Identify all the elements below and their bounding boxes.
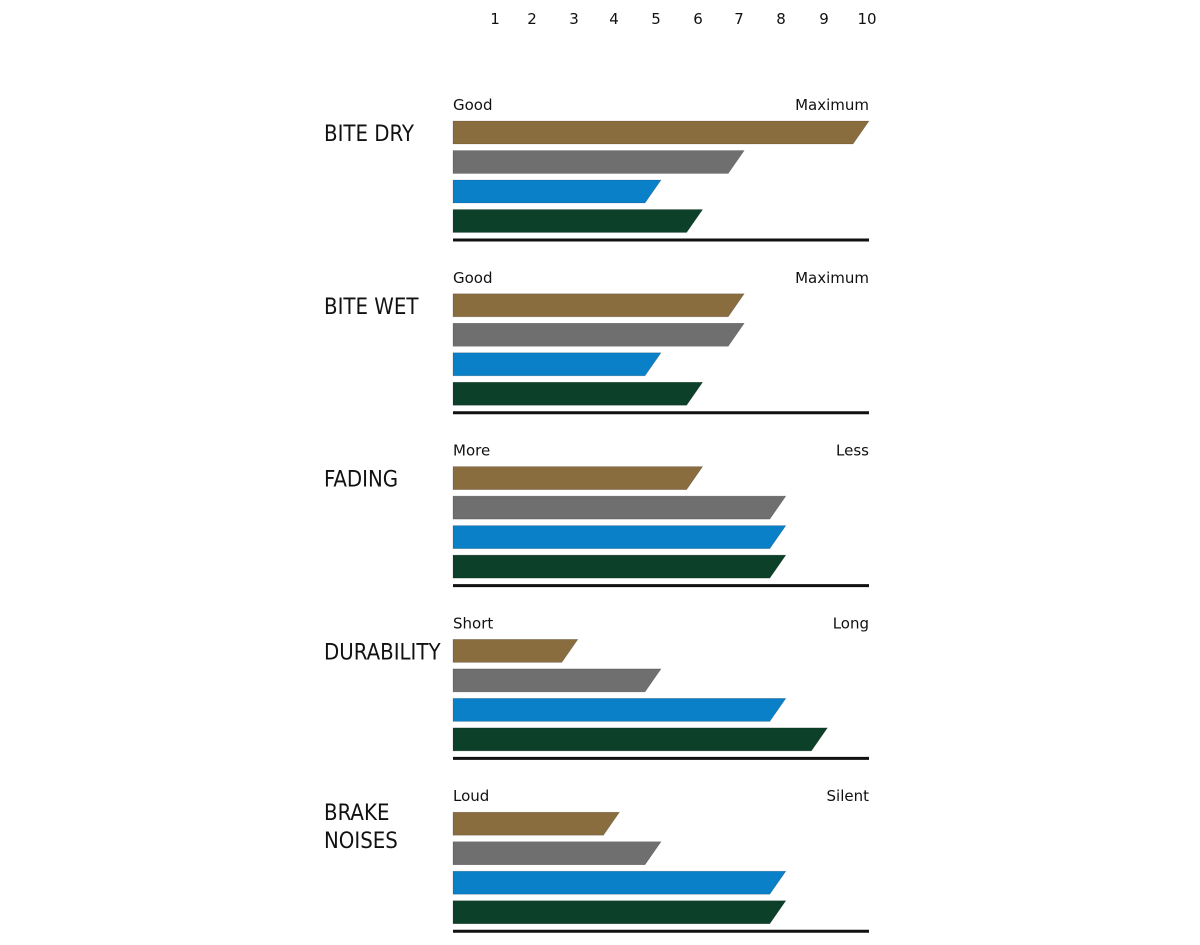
bar-bite dry-series-2 <box>452 150 745 174</box>
bar-brake-noises-series-3 <box>452 870 787 895</box>
x-tick-label-2: 2 <box>527 10 537 28</box>
range-low-label: Short <box>453 614 493 632</box>
bar-bite wet-series-3 <box>452 352 662 377</box>
x-tick-label-6: 6 <box>693 10 703 28</box>
category-label: BITE DRY <box>324 122 415 147</box>
range-high-label: Long <box>833 614 869 632</box>
range-low-label: Loud <box>453 787 489 805</box>
category-label: FADING <box>324 468 398 493</box>
bar-durability-series-1 <box>452 639 579 663</box>
bar-fading-series-3 <box>452 525 787 549</box>
bar-fading-series-1 <box>452 466 704 490</box>
bar-bite dry-series-4 <box>452 209 704 233</box>
bar-bite wet-series-2 <box>452 322 745 347</box>
range-high-label: Silent <box>827 787 870 805</box>
category-group-brake-noises: Loud Silent BRAKE NOISES <box>324 787 870 933</box>
bar-fading-series-4 <box>452 554 787 579</box>
category-label: NOISES <box>324 829 398 854</box>
bar-brake-noises-series-2 <box>452 841 662 866</box>
category-label: BRAKE <box>324 801 389 826</box>
bar-brake-noises-series-4 <box>452 900 787 925</box>
range-high-label: Maximum <box>795 269 869 287</box>
x-tick-label-7: 7 <box>734 10 744 28</box>
category-label: BITE WET <box>324 295 419 320</box>
range-high-label: Less <box>836 442 869 460</box>
category-group-durability: Short Long DURABILITY <box>324 614 869 760</box>
bar-durability-series-3 <box>452 698 787 722</box>
x-tick-label-10: 10 <box>857 10 876 28</box>
category-group-fading: More Less FADING <box>324 442 869 588</box>
bar-durability-series-4 <box>452 727 828 752</box>
bar-bite wet-series-1 <box>452 293 745 318</box>
category-label: DURABILITY <box>324 640 441 665</box>
bar-bite dry-series-1 <box>452 120 870 145</box>
bar-brake-noises-series-1 <box>452 811 620 836</box>
x-tick-label-4: 4 <box>609 10 619 28</box>
x-axis-ticks: 1 2 3 4 5 6 7 8 9 10 <box>490 10 876 28</box>
range-low-label: More <box>453 442 490 460</box>
x-tick-label-8: 8 <box>776 10 786 28</box>
x-tick-label-1: 1 <box>490 10 500 28</box>
x-tick-label-9: 9 <box>819 10 829 28</box>
range-low-label: Good <box>453 96 493 114</box>
category-group-bite wet: Good Maximum BITE WET <box>324 269 869 415</box>
bar-bite dry-series-3 <box>452 179 662 204</box>
bar-durability-series-2 <box>452 668 662 693</box>
x-tick-label-5: 5 <box>651 10 661 28</box>
category-group-bite dry: Good Maximum BITE DRY <box>324 96 870 242</box>
x-tick-label-3: 3 <box>569 10 579 28</box>
category-groups: Good Maximum BITE DRY Good Maximum BITE WET Mo… <box>324 96 870 933</box>
range-high-label: Maximum <box>795 96 869 114</box>
bar-bite wet-series-4 <box>452 381 704 406</box>
range-low-label: Good <box>453 269 493 287</box>
bar-fading-series-2 <box>452 495 787 520</box>
